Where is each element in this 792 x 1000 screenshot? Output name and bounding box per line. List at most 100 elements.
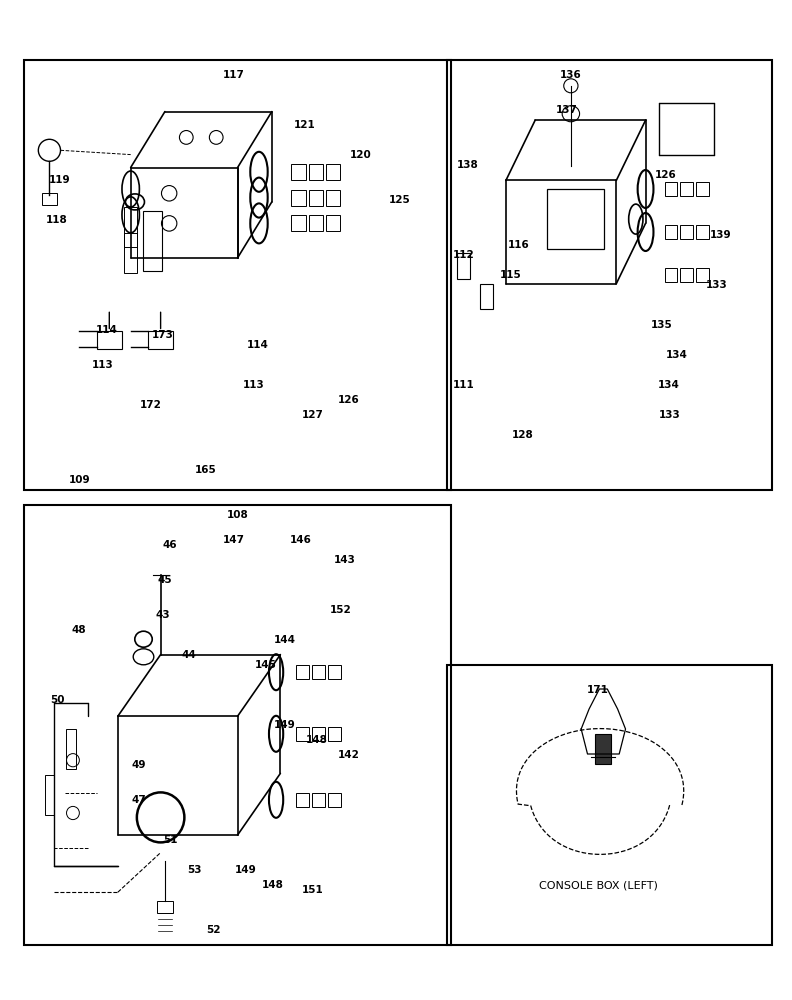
Bar	[546, 189, 604, 249]
Bar	[309, 190, 323, 206]
Text: 112: 112	[452, 250, 474, 260]
Bar	[44, 775, 54, 815]
Text: 48: 48	[72, 625, 86, 635]
Text: 148: 148	[262, 880, 284, 890]
Bar	[326, 164, 341, 180]
Text: 52: 52	[207, 925, 221, 935]
Bar	[680, 268, 693, 282]
Text: 109: 109	[68, 475, 90, 485]
Text: 114: 114	[96, 325, 118, 335]
Text: 115: 115	[500, 270, 522, 280]
Bar	[296, 793, 309, 807]
Bar	[24, 505, 451, 945]
Text: 139: 139	[710, 230, 732, 240]
Bar	[24, 60, 451, 490]
Text: CONSOLE BOX (LEFT): CONSOLE BOX (LEFT)	[539, 880, 657, 890]
Bar	[124, 233, 137, 273]
Bar	[596, 734, 611, 764]
Bar	[696, 268, 709, 282]
Text: 138: 138	[456, 160, 478, 170]
Bar	[312, 793, 325, 807]
Bar	[480, 284, 493, 309]
Bar	[326, 190, 341, 206]
Text: 137: 137	[555, 105, 577, 115]
Bar	[664, 225, 677, 239]
Text: 171: 171	[587, 685, 609, 695]
Text: 134: 134	[658, 380, 680, 390]
Text: 119: 119	[48, 175, 70, 185]
Text: 145: 145	[254, 660, 276, 670]
Text: 49: 49	[131, 760, 146, 770]
Text: 149: 149	[274, 720, 296, 730]
Bar	[680, 182, 693, 196]
Text: 43: 43	[155, 610, 169, 620]
Text: 50: 50	[50, 695, 64, 705]
Bar	[457, 253, 470, 278]
Bar	[664, 268, 677, 282]
Bar	[143, 211, 162, 271]
Text: 127: 127	[302, 410, 324, 420]
Bar	[291, 215, 306, 231]
Text: 117: 117	[223, 70, 245, 80]
Bar	[447, 665, 772, 945]
Bar	[291, 164, 306, 180]
Text: 53: 53	[187, 865, 201, 875]
Text: 113: 113	[92, 360, 114, 370]
Text: 134: 134	[666, 350, 688, 360]
Text: 133: 133	[658, 410, 680, 420]
Text: 114: 114	[246, 340, 268, 350]
Text: 118: 118	[46, 215, 68, 225]
Text: 144: 144	[274, 635, 296, 645]
Text: 165: 165	[195, 465, 217, 475]
Bar	[157, 901, 173, 913]
Text: 133: 133	[706, 280, 728, 290]
Bar	[309, 215, 323, 231]
Text: 45: 45	[158, 575, 172, 585]
Text: 44: 44	[181, 650, 196, 660]
Bar	[42, 193, 56, 205]
Text: 116: 116	[508, 240, 530, 250]
Text: 152: 152	[329, 605, 352, 615]
Bar	[664, 182, 677, 196]
Text: 148: 148	[306, 735, 328, 745]
Bar	[97, 331, 122, 349]
Text: 113: 113	[242, 380, 265, 390]
Text: 136: 136	[559, 70, 581, 80]
Text: 149: 149	[234, 865, 257, 875]
Bar	[312, 727, 325, 741]
Bar	[328, 727, 341, 741]
Text: 126: 126	[337, 395, 360, 405]
Bar	[680, 225, 693, 239]
Text: 126: 126	[654, 170, 676, 180]
Text: 121: 121	[294, 120, 316, 130]
Bar	[148, 331, 173, 349]
Text: 147: 147	[223, 535, 245, 545]
Text: 172: 172	[139, 400, 162, 410]
Bar	[291, 190, 306, 206]
Bar	[328, 793, 341, 807]
Bar	[326, 215, 341, 231]
Text: 125: 125	[389, 195, 411, 205]
Text: 120: 120	[349, 150, 371, 160]
Bar	[309, 164, 323, 180]
Bar	[124, 207, 137, 247]
Text: 51: 51	[163, 835, 177, 845]
Text: 111: 111	[452, 380, 474, 390]
Text: 46: 46	[163, 540, 177, 550]
Text: 108: 108	[227, 510, 249, 520]
Text: 151: 151	[302, 885, 324, 895]
Text: 146: 146	[290, 535, 312, 545]
Bar	[66, 729, 75, 769]
Text: 142: 142	[337, 750, 360, 760]
Bar	[312, 665, 325, 679]
Text: 143: 143	[333, 555, 356, 565]
Bar	[296, 727, 309, 741]
Text: 135: 135	[650, 320, 672, 330]
Bar	[328, 665, 341, 679]
Bar	[696, 225, 709, 239]
Bar	[296, 665, 309, 679]
Text: 128: 128	[512, 430, 534, 440]
Text: 173: 173	[151, 330, 173, 340]
Text: 47: 47	[131, 795, 146, 805]
Bar	[447, 60, 772, 490]
